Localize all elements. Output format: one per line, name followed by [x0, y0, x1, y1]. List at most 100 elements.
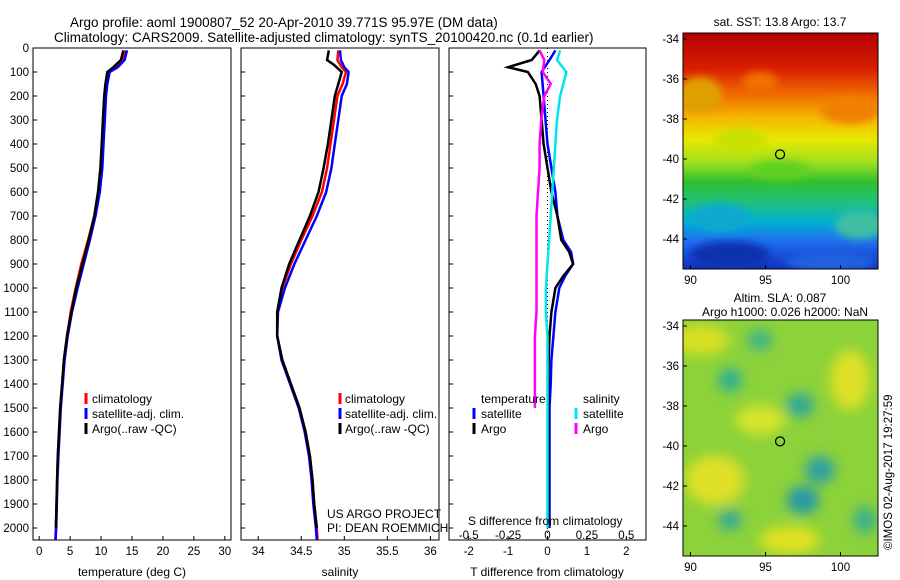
depth-tick-label: 700 — [10, 211, 29, 223]
legend-t-argo: Argo — [481, 422, 507, 436]
map-y-tick-label: -40 — [662, 154, 679, 166]
depth-tick-label: 1200 — [3, 331, 29, 343]
sla-low-patch — [805, 456, 835, 484]
x-tick-label: 5 — [67, 546, 73, 558]
depth-tick-label: 200 — [10, 91, 29, 103]
x-tick-label: 1 — [584, 546, 590, 558]
x-tick-label: 34.5 — [290, 546, 312, 558]
sst-cold-patch — [690, 204, 750, 232]
sla-high-patch — [830, 350, 870, 410]
difference-series-s-argo — [533, 49, 553, 408]
map-y-tick-label: -40 — [662, 441, 679, 453]
sla-low-patch — [786, 393, 814, 417]
map-y-tick-label: -36 — [662, 74, 679, 86]
legend-s-satellite: satellite — [583, 407, 624, 421]
depth-tick-label: 1400 — [3, 379, 29, 391]
x-tick-label: 34 — [252, 546, 265, 558]
sst-mid-patch — [715, 128, 765, 152]
depth-tick-label: 100 — [10, 67, 29, 79]
difference-series-s-satellite — [544, 50, 568, 528]
sla-map — [683, 320, 878, 556]
depth-tick-label: 300 — [10, 115, 29, 127]
depth-tick-label: 900 — [10, 259, 29, 271]
temperature-series-climatology — [54, 50, 128, 541]
x-tick-label: 35 — [338, 546, 351, 558]
figure-title-line2: Climatology: CARS2009. Satellite-adjuste… — [54, 30, 594, 45]
depth-tick-label: 400 — [10, 139, 29, 151]
s-tick-label: -0.25 — [495, 530, 521, 542]
depth-ticks: 0 100 200 300 400 500 600 700 800 900 1000 1100 1200… — [3, 43, 453, 535]
difference-xlabel: T difference from climatology — [470, 565, 624, 579]
depth-tick-label: 1500 — [3, 403, 29, 415]
depth-tick-label: 1300 — [3, 355, 29, 367]
temperature-series-satellite-adj. — [54, 50, 129, 541]
map-y-tick-label: -36 — [662, 361, 679, 373]
salinity-series-satellite-adj. — [275, 50, 350, 541]
temperature-series-argo — [54, 50, 125, 529]
sla-ticks: 90 95 100 -34 -36 -38 -40 -42 -44 — [662, 321, 850, 574]
map-y-tick-label: -38 — [662, 114, 679, 126]
project-line2: PI: DEAN ROEMMICH — [327, 521, 448, 535]
sla-low-patch — [718, 510, 742, 530]
x-tick-label: 25 — [187, 546, 200, 558]
salinity-chart: 34 34.5 35 35.5 36 — [252, 50, 437, 558]
legend-climatology: climatology — [92, 392, 152, 406]
s-tick-label: -0.5 — [459, 530, 479, 542]
temperature-panel — [32, 47, 232, 541]
map-x-tick-label: 100 — [831, 275, 850, 287]
depth-tick-label: 0 — [23, 43, 29, 55]
sst-mid-patch — [750, 160, 810, 180]
legend-argo: Argo(..raw -QC) — [345, 422, 430, 436]
depth-tick-label: 1900 — [3, 499, 29, 511]
sst-cold-patch — [785, 252, 875, 269]
sla-low-patch — [853, 506, 877, 534]
sla-argo-marker — [774, 436, 786, 447]
x-tick-label: 35.5 — [376, 546, 398, 558]
salinity-panel — [240, 47, 440, 541]
sla-high-patch — [685, 455, 745, 505]
legend-argo: Argo(..raw -QC) — [92, 422, 177, 436]
map-y-tick-label: -42 — [662, 194, 679, 206]
sst-map-frame — [682, 32, 879, 270]
x-tick-label: 30 — [218, 546, 231, 558]
map-y-tick-label: -42 — [662, 481, 679, 493]
sla-map-frame — [682, 319, 879, 557]
legend-climatology: climatology — [345, 392, 405, 406]
depth-tick-label: 1700 — [3, 451, 29, 463]
sla-low-patch — [718, 368, 742, 392]
salinity-xlabel: salinity — [322, 565, 359, 579]
x-tick-label: 15 — [126, 546, 139, 558]
x-tick-label: -2 — [464, 546, 474, 558]
depth-tick-label: 500 — [10, 163, 29, 175]
figure-title-line1: Argo profile: aoml 1900807_52 20-Apr-201… — [70, 15, 498, 30]
map-y-tick-label: -34 — [662, 321, 679, 333]
sst-cold-patch — [690, 241, 770, 269]
depth-tick-label: 1800 — [3, 475, 29, 487]
map-y-tick-label: -38 — [662, 401, 679, 413]
difference-legend: temperature salinity satellite satellite… — [472, 392, 624, 436]
watermark: ©IMOS 02-Aug-2017 19:27:59 — [883, 394, 895, 550]
sst-warm-patch — [820, 96, 878, 124]
temperature-legend: climatology satellite-adj. clim. Argo(..… — [84, 392, 184, 436]
sla-map-title-line2: Argo h1000: 0.026 h2000: NaN — [702, 305, 868, 319]
temperature-xlabel: temperature (deg C) — [78, 565, 186, 579]
legend-t-satellite: satellite — [481, 407, 522, 421]
sst-map — [683, 33, 878, 269]
x-tick-label: 36 — [424, 546, 437, 558]
map-y-tick-label: -44 — [662, 521, 679, 533]
project-line1: US ARGO PROJECT — [327, 507, 442, 521]
sla-high-patch — [735, 405, 785, 435]
x-tick-label: 2 — [623, 546, 629, 558]
depth-tick-label: 1100 — [4, 307, 29, 319]
legend-satellite: satellite-adj. clim. — [92, 407, 184, 421]
x-tick-label: 10 — [95, 546, 108, 558]
map-x-tick-label: 90 — [684, 562, 697, 574]
x-tick-label: 20 — [157, 546, 170, 558]
map-y-tick-label: -34 — [662, 34, 679, 46]
sla-map-title-line1: Altim. SLA: 0.087 — [734, 291, 827, 305]
sla-high-patch — [683, 325, 730, 355]
x-tick-label: 0 — [544, 546, 550, 558]
sst-ticks: 90 95 100 -34 -36 -38 -40 -42 -44 — [662, 34, 850, 287]
x-tick-label: -1 — [503, 546, 513, 558]
